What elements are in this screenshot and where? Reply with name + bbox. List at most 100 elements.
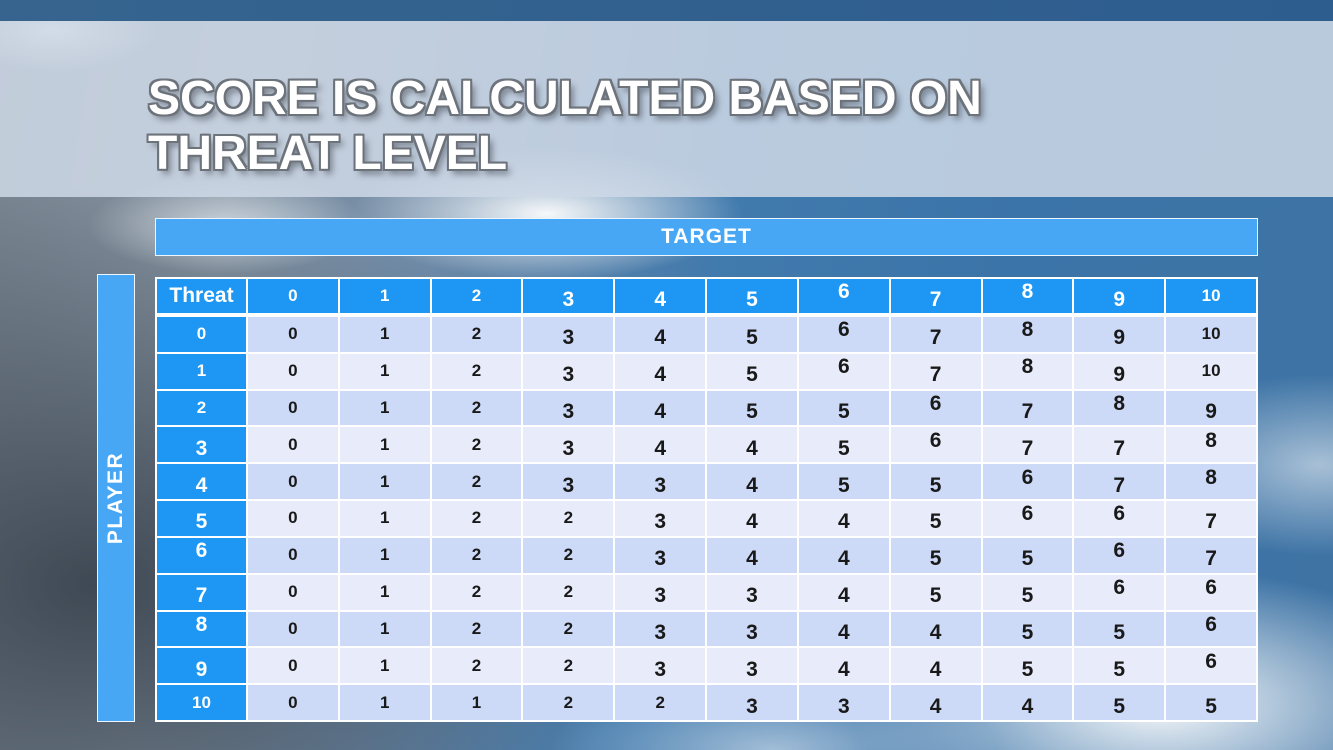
cell-value: 8 (1113, 392, 1126, 416)
cell-value: 5 (1021, 620, 1034, 644)
cell-value: 4 (929, 620, 942, 644)
cell-value: 3 (654, 657, 667, 681)
cell-value: 2 (563, 582, 574, 602)
score-cell: 3 (707, 611, 797, 647)
score-cell: 3 (615, 501, 706, 536)
score-cell: 5 (707, 390, 797, 426)
cell-value: 4 (195, 473, 208, 497)
slide-title-line1: SCORE IS CALCULATED BASED ON (148, 72, 982, 125)
score-cell: 0 (248, 427, 338, 463)
cell-value: 0 (288, 361, 298, 381)
cell-value: 0 (288, 545, 298, 565)
cell-value: 9 (1113, 363, 1126, 387)
player-threat-header-cell: 4 (157, 464, 246, 500)
score-table: Threat 0 1 2 3 4 5 6 7 8 9 10 0 0 1 2 3 4 5 6 7 8 9 10 1 0 1 2 3 4 5 6 7… (155, 277, 1258, 722)
top-strip (0, 0, 1333, 21)
cell-value: 2 (563, 545, 574, 565)
cell-value: 1 (379, 655, 390, 675)
cell-value: 5 (746, 326, 758, 350)
cell-value: 8 (195, 612, 208, 636)
cell-value: 2 (196, 398, 207, 418)
score-cell: 1 (339, 648, 430, 684)
score-cell: 3 (523, 353, 614, 389)
score-cell: 5 (798, 390, 889, 426)
score-cell: 3 (615, 648, 706, 684)
cell-value: 4 (746, 436, 758, 460)
cell-value: 9 (1113, 326, 1126, 350)
score-cell: 6 (798, 317, 889, 352)
cell-value: 1 (379, 286, 390, 305)
cell-value: 5 (837, 436, 850, 460)
score-cell: 4 (615, 317, 706, 352)
score-cell: 5 (798, 427, 889, 463)
score-cell: 2 (615, 685, 706, 720)
score-cell: 4 (798, 537, 889, 573)
score-cell: 2 (523, 611, 614, 647)
score-cell: 0 (248, 574, 338, 610)
score-cell: 2 (431, 574, 522, 610)
cell-value: 2 (563, 692, 574, 712)
cell-value: 1 (379, 398, 390, 418)
cell-value: 4 (654, 363, 667, 387)
cell-value: 10 (1201, 324, 1221, 344)
score-cell: 4 (890, 611, 981, 647)
cell-value: 3 (837, 694, 850, 718)
cell-value: 1 (379, 324, 390, 344)
score-cell: 0 (248, 317, 338, 352)
cell-value: 6 (195, 539, 208, 563)
score-cell: 4 (707, 501, 797, 536)
score-cell: 6 (890, 427, 981, 463)
player-axis-label: PLAYER (104, 451, 128, 545)
score-cell: 3 (707, 685, 797, 720)
cell-value: 5 (1113, 694, 1126, 718)
cell-value: 6 (837, 355, 850, 379)
score-cell: 5 (890, 464, 981, 500)
score-cell: 4 (890, 648, 981, 684)
cell-value: 6 (1021, 465, 1034, 489)
score-cell: 1 (339, 501, 430, 536)
cell-value: 5 (746, 288, 758, 311)
score-cell: 6 (1074, 574, 1165, 610)
score-cell: 0 (248, 611, 338, 647)
cell-value: 1 (471, 692, 482, 712)
score-cell: 2 (523, 685, 614, 720)
score-cell: 1 (339, 537, 430, 573)
cell-value: 4 (837, 584, 850, 608)
score-cell: 1 (339, 685, 430, 720)
cell-value: 4 (837, 657, 850, 681)
cell-value: 4 (654, 436, 667, 460)
score-cell: 4 (615, 427, 706, 463)
cell-value: 2 (471, 582, 482, 602)
score-cell: 0 (248, 353, 338, 389)
score-cell: 6 (1074, 537, 1165, 573)
target-header-cell: 3 (523, 279, 614, 315)
cell-value: 2 (471, 618, 482, 638)
cell-value: 4 (929, 694, 942, 718)
score-cell: 4 (707, 464, 797, 500)
score-cell: 4 (615, 353, 706, 389)
cell-value: 0 (196, 324, 207, 344)
cell-value: 4 (746, 510, 758, 534)
cell-value: 7 (1205, 510, 1217, 534)
cell-value: 7 (929, 288, 942, 311)
cell-value: 2 (471, 545, 482, 565)
score-cell: 4 (798, 501, 889, 536)
cell-value: 3 (654, 620, 667, 644)
score-cell: 7 (890, 317, 981, 352)
cell-value: 3 (562, 473, 575, 497)
cell-value: 1 (379, 471, 390, 491)
cell-value: 1 (379, 692, 390, 712)
cell-value: 2 (563, 618, 574, 638)
cell-value: 7 (1113, 436, 1126, 460)
cell-value: 7 (929, 326, 942, 350)
cell-value: 7 (1021, 436, 1034, 460)
cell-value: 4 (654, 326, 667, 350)
cell-value: 4 (837, 620, 850, 644)
cell-value: 0 (288, 324, 298, 344)
cell-value: 1 (379, 545, 390, 565)
score-cell: 3 (523, 390, 614, 426)
score-cell: 0 (248, 685, 338, 720)
score-cell: 3 (523, 317, 614, 352)
target-header-cell: 10 (1166, 279, 1256, 315)
cell-value: 2 (655, 692, 665, 712)
